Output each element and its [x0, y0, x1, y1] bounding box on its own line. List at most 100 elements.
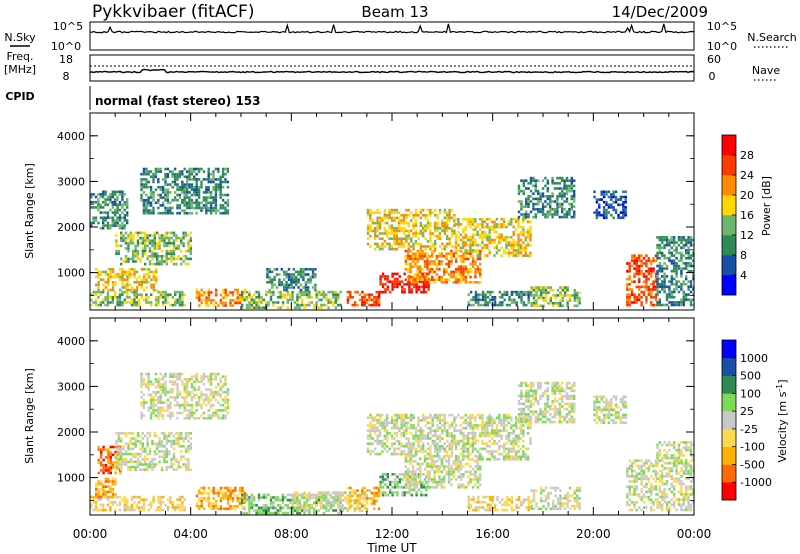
time-tick-label: 16:00	[475, 527, 510, 541]
nsky-panel: 10^5 10^0 10^5 10^0 N.Sky N.Search	[4, 20, 796, 53]
power-ytick-label: 3000	[57, 175, 85, 188]
velocity-colorbar-tick-label: 500	[740, 370, 761, 383]
power-colorbar-swatch	[722, 135, 736, 156]
power-region	[195, 288, 247, 307]
velocity-ylabel: Slant Range [km]	[23, 368, 36, 464]
freq-trace	[89, 68, 695, 74]
velocity-region	[140, 372, 230, 420]
velocity-region	[593, 395, 627, 425]
power-colorbar-tick-label: 12	[740, 229, 754, 242]
velocity-region	[95, 477, 117, 499]
velocity-colorbar-tick-label: 25	[740, 405, 754, 418]
power-ytick-label: 1000	[57, 267, 85, 280]
time-tick-label: 00:00	[677, 527, 712, 541]
velocity-region	[626, 459, 658, 512]
velocity-region	[346, 486, 381, 511]
velocity-colorbar-swatch	[722, 446, 736, 465]
power-region	[95, 268, 158, 292]
power-region	[366, 208, 456, 251]
velocity-colorbar-tick-label: 1000	[740, 352, 768, 365]
freq-tick-top: 18	[59, 53, 73, 66]
velocity-colorbar-tick-label: -1000	[740, 476, 772, 489]
velocity-colorbar-tick-label: -500	[740, 458, 765, 471]
velocity-colorbar-swatch	[722, 428, 736, 447]
power-colorbar-swatch	[722, 215, 736, 236]
power-colorbar-tick-label: 16	[740, 209, 754, 222]
velocity-colorbar-swatch	[722, 340, 736, 359]
time-tick-label: 20:00	[576, 527, 611, 541]
time-tick-label: 08:00	[274, 527, 309, 541]
nsky-tick-bottom: 10^0	[51, 40, 81, 53]
velocity-region	[454, 413, 532, 461]
velocity-colorbar-swatch	[722, 482, 736, 501]
date-title: 14/Dec/2009	[612, 3, 708, 21]
freq-unit-label: [MHz]	[4, 63, 36, 76]
velocity-region	[379, 473, 430, 497]
nave-tick-top: 60	[707, 53, 721, 66]
power-region	[379, 272, 430, 294]
velocity-colorbar-tick-label: -25	[740, 423, 758, 436]
power-region	[530, 286, 581, 308]
time-tick-label: 00:00	[73, 527, 108, 541]
freq-panel: Freq. [MHz] 18 8 60 0 Nave	[4, 50, 780, 83]
velocity-heatmap	[90, 372, 695, 515]
power-region	[454, 217, 532, 257]
velocity-region	[467, 495, 533, 512]
nsearch-tick-top: 10^5	[707, 20, 737, 33]
power-heatmap	[90, 167, 695, 309]
nave-label: Nave	[752, 64, 780, 77]
nsearch-label: N.Search	[747, 31, 797, 44]
power-region	[90, 290, 186, 307]
power-region	[266, 268, 317, 292]
velocity-region	[656, 441, 695, 512]
nsky-label: N.Sky	[4, 31, 36, 44]
velocity-region	[517, 381, 576, 424]
freq-frame	[89, 54, 695, 82]
velocity-ytick-label: 1000	[57, 472, 85, 485]
freq-tick-bottom: 8	[63, 70, 70, 83]
power-region	[241, 290, 342, 309]
station-title: Pykkvibaer (fitACF)	[92, 2, 254, 22]
nsearch-tick-bottom: 10^0	[707, 40, 737, 53]
freq-label: Freq.	[6, 50, 33, 63]
nsky-tick-top: 10^5	[53, 20, 83, 33]
cpid-mode: normal (fast stereo) 153	[95, 94, 261, 108]
power-ylabel: Slant Range [km]	[23, 163, 36, 259]
power-colorbar-tick-label: 8	[740, 249, 747, 262]
power-region	[656, 236, 695, 307]
power-colorbar-label: Power [dB]	[760, 176, 773, 236]
time-axis-label: Time UT	[366, 541, 417, 554]
power-colorbar-swatch	[722, 155, 736, 176]
nsky-frame	[89, 21, 695, 51]
power-region	[517, 176, 576, 219]
time-tick-label: 04:00	[173, 527, 208, 541]
velocity-colorbar-tick-label: 100	[740, 387, 761, 400]
power-region	[140, 167, 230, 215]
power-region	[115, 231, 192, 266]
power-region	[593, 190, 627, 220]
power-colorbar: 28 24 20 16 12 8 4	[721, 134, 754, 296]
velocity-ytick-label: 2000	[57, 426, 85, 439]
power-ytick-label: 4000	[57, 130, 85, 143]
velocity-colorbar-swatch	[722, 411, 736, 430]
time-axis: 00:00 04:00 08:00 12:00 16:00 20:00 00:00	[73, 527, 712, 541]
velocity-colorbar-swatch	[722, 393, 736, 412]
power-region	[90, 190, 129, 230]
power-colorbar-swatch	[722, 275, 736, 296]
power-colorbar-tick-label: 4	[740, 269, 747, 282]
power-colorbar-swatch	[722, 195, 736, 216]
velocity-region	[195, 486, 247, 511]
velocity-colorbar-swatch	[722, 464, 736, 483]
velocity-region	[404, 454, 482, 489]
velocity-colorbar-tick-label: -100	[740, 441, 765, 454]
velocity-ytick-label: 4000	[57, 335, 85, 348]
velocity-region	[115, 432, 192, 471]
velocity-colorbar: 1000 500 100 25 -25 -100 -500 -1000	[721, 339, 772, 501]
power-colorbar-tick-label: 24	[740, 169, 754, 182]
cpid-label: CPID	[5, 90, 34, 103]
power-colorbar-tick-label: 28	[740, 149, 754, 162]
power-colorbar-swatch	[722, 255, 736, 276]
velocity-axes: 4000 3000 2000 1000	[57, 317, 695, 515]
power-colorbar-swatch	[722, 175, 736, 196]
